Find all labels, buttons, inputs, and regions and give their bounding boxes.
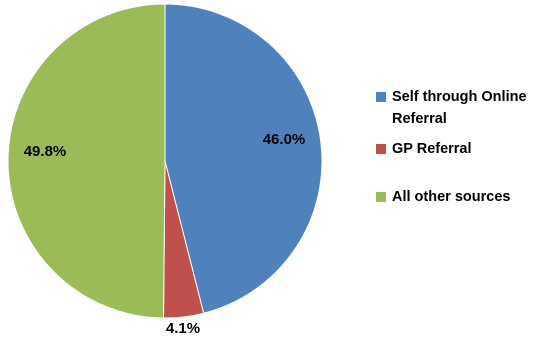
legend-item-gp-referral: GP Referral [376, 138, 541, 160]
pie-slices [7, 3, 323, 319]
legend-item-all-other: All other sources [376, 186, 541, 208]
pie-data-labels: 46.0% 4.1% 49.8% [24, 131, 306, 337]
legend-label-self-online: Self through Online Referral [392, 89, 527, 127]
data-label-gp-referral: 4.1% [166, 320, 200, 337]
pie-slice-all-other [7, 3, 166, 319]
data-label-self-online: 46.0% [263, 131, 306, 148]
legend-swatch-self-online [376, 92, 386, 102]
legend-label-all-other: All other sources [392, 189, 511, 205]
legend-swatch-gp-referral [376, 144, 386, 154]
legend-item-self-online: Self through Online Referral [376, 86, 541, 130]
legend-swatch-all-other [376, 192, 386, 202]
chart-legend: Self through Online Referral GP Referral… [376, 86, 541, 208]
pie-slice-self-online [164, 3, 323, 314]
legend-label-gp-referral: GP Referral [392, 141, 472, 157]
data-label-all-other: 49.8% [24, 143, 67, 160]
